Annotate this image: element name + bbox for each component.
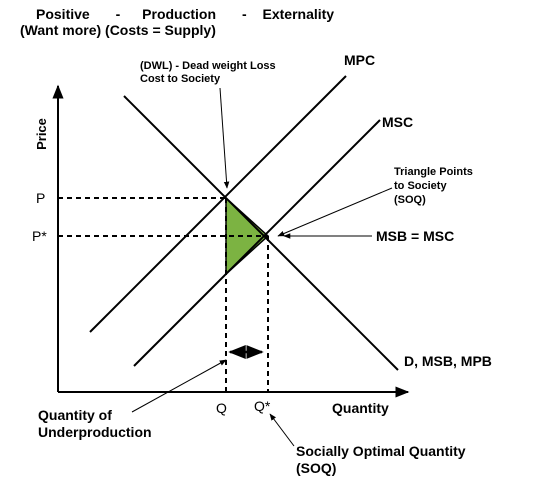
x-axis-label: Quantity [332, 400, 389, 416]
msc-curve [133, 119, 381, 367]
triangle-points-pointer-arrow [277, 187, 393, 237]
msc-label: MSC [382, 114, 413, 130]
soq-pointer-arrow [269, 413, 295, 447]
dwl-label-line2: Cost to Society [140, 73, 221, 85]
triangle-points-line3: (SOQ) [394, 194, 426, 206]
triangle-points-line1: Triangle Points [394, 166, 473, 178]
soq-label-line2: (SOQ) [296, 460, 336, 476]
y-axis-label: Price [34, 118, 49, 150]
price-tick-p: P [36, 190, 45, 206]
title-dash-1: - [115, 6, 121, 22]
quantity-tick-q: Q [216, 400, 227, 416]
title-line-2: (Want more) (Costs = Supply) [20, 22, 216, 38]
title-word-positive: Positive [36, 6, 90, 22]
title-dash-2: - [241, 6, 247, 22]
dwl-pointer-arrow [219, 87, 230, 189]
title-line-1: Positive - Production - Externality [36, 6, 334, 22]
price-tick-pstar: P* [32, 228, 47, 244]
soq-label-line1: Socially Optimal Quantity [296, 443, 466, 459]
dwl-label-line1: (DWL) - Dead weight Loss [140, 60, 276, 72]
title-word-production: Production [142, 6, 217, 22]
triangle-points-line2: to Society [394, 180, 447, 192]
underproduction-label-line1: Quantity of [38, 407, 112, 423]
underproduction-label-line2: Underproduction [38, 424, 152, 440]
mpc-curve [89, 75, 347, 333]
demand-curve [123, 95, 399, 371]
msb-msc-label: MSB = MSC [376, 228, 454, 244]
quantity-tick-qstar: Q* [254, 398, 271, 414]
mpc-label: MPC [344, 52, 375, 68]
underproduction-pointer-arrow [131, 359, 227, 413]
demand-label: D, MSB, MPB [404, 353, 492, 369]
title-word-externality: Externality [262, 6, 335, 22]
